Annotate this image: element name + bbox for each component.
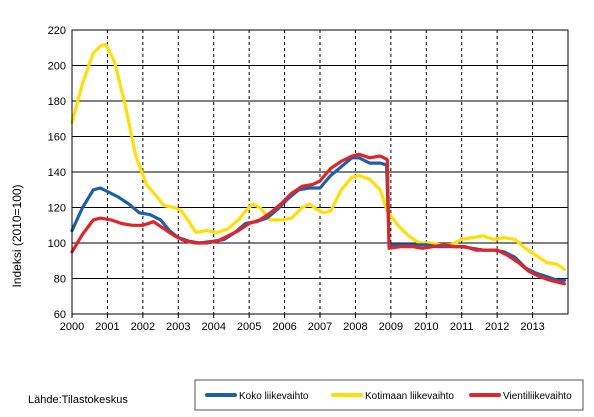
x-tick-label: 2013 [520,321,544,333]
grid [72,29,568,315]
series-line-vienti [70,152,567,286]
legend: Koko liikevaihto Kotimaan liikevaihto Vi… [194,379,584,411]
legend-label-vienti: Vientiliikevaihto [503,391,572,402]
x-tick-label: 2006 [272,321,296,333]
x-tick-label: 2010 [414,321,438,333]
x-tick-label: 2001 [95,321,119,333]
legend-label-kotimaan: Kotimaan liikevaihto [365,391,454,402]
x-tick-label: 2002 [131,321,155,333]
legend-box [194,379,584,411]
x-tick-label: 2005 [237,321,261,333]
y-tick-label: 200 [48,61,66,73]
x-tick-label: 2008 [343,321,367,333]
y-axis-label: Indeksi (2010=100) [10,184,24,287]
x-tick-label: 2000 [60,321,84,333]
x-tick-label: 2007 [308,321,332,333]
series-line-koko [70,156,567,282]
y-tick-label: 80 [54,274,66,286]
series-layer [70,42,567,286]
y-tick-label: 140 [48,167,66,179]
x-tick-label: 2009 [379,321,403,333]
y-tick-label: 160 [48,132,66,144]
x-tick-label: 2011 [450,321,474,333]
x-tick-label: 2003 [166,321,190,333]
x-axis-ticks: 2000 2001 2002 2003 2004 2005 2006 2007 2008 2009… [60,314,545,333]
y-tick-label: 220 [48,25,66,37]
y-tick-label: 120 [48,203,66,215]
source-note: Lähde:Tilastokeskus [28,394,128,406]
y-tick-label: 180 [48,96,66,108]
x-tick-label: 2012 [485,321,509,333]
x-tick-label: 2004 [201,321,225,333]
series-line-kotimaan [70,42,567,272]
legend-label-koko: Koko liikevaihto [239,391,309,402]
y-axis-ticks: 60 80 100 120 140 160 180 200 220 [48,25,66,321]
y-tick-label: 100 [48,238,66,250]
y-tick-label: 60 [54,309,66,321]
